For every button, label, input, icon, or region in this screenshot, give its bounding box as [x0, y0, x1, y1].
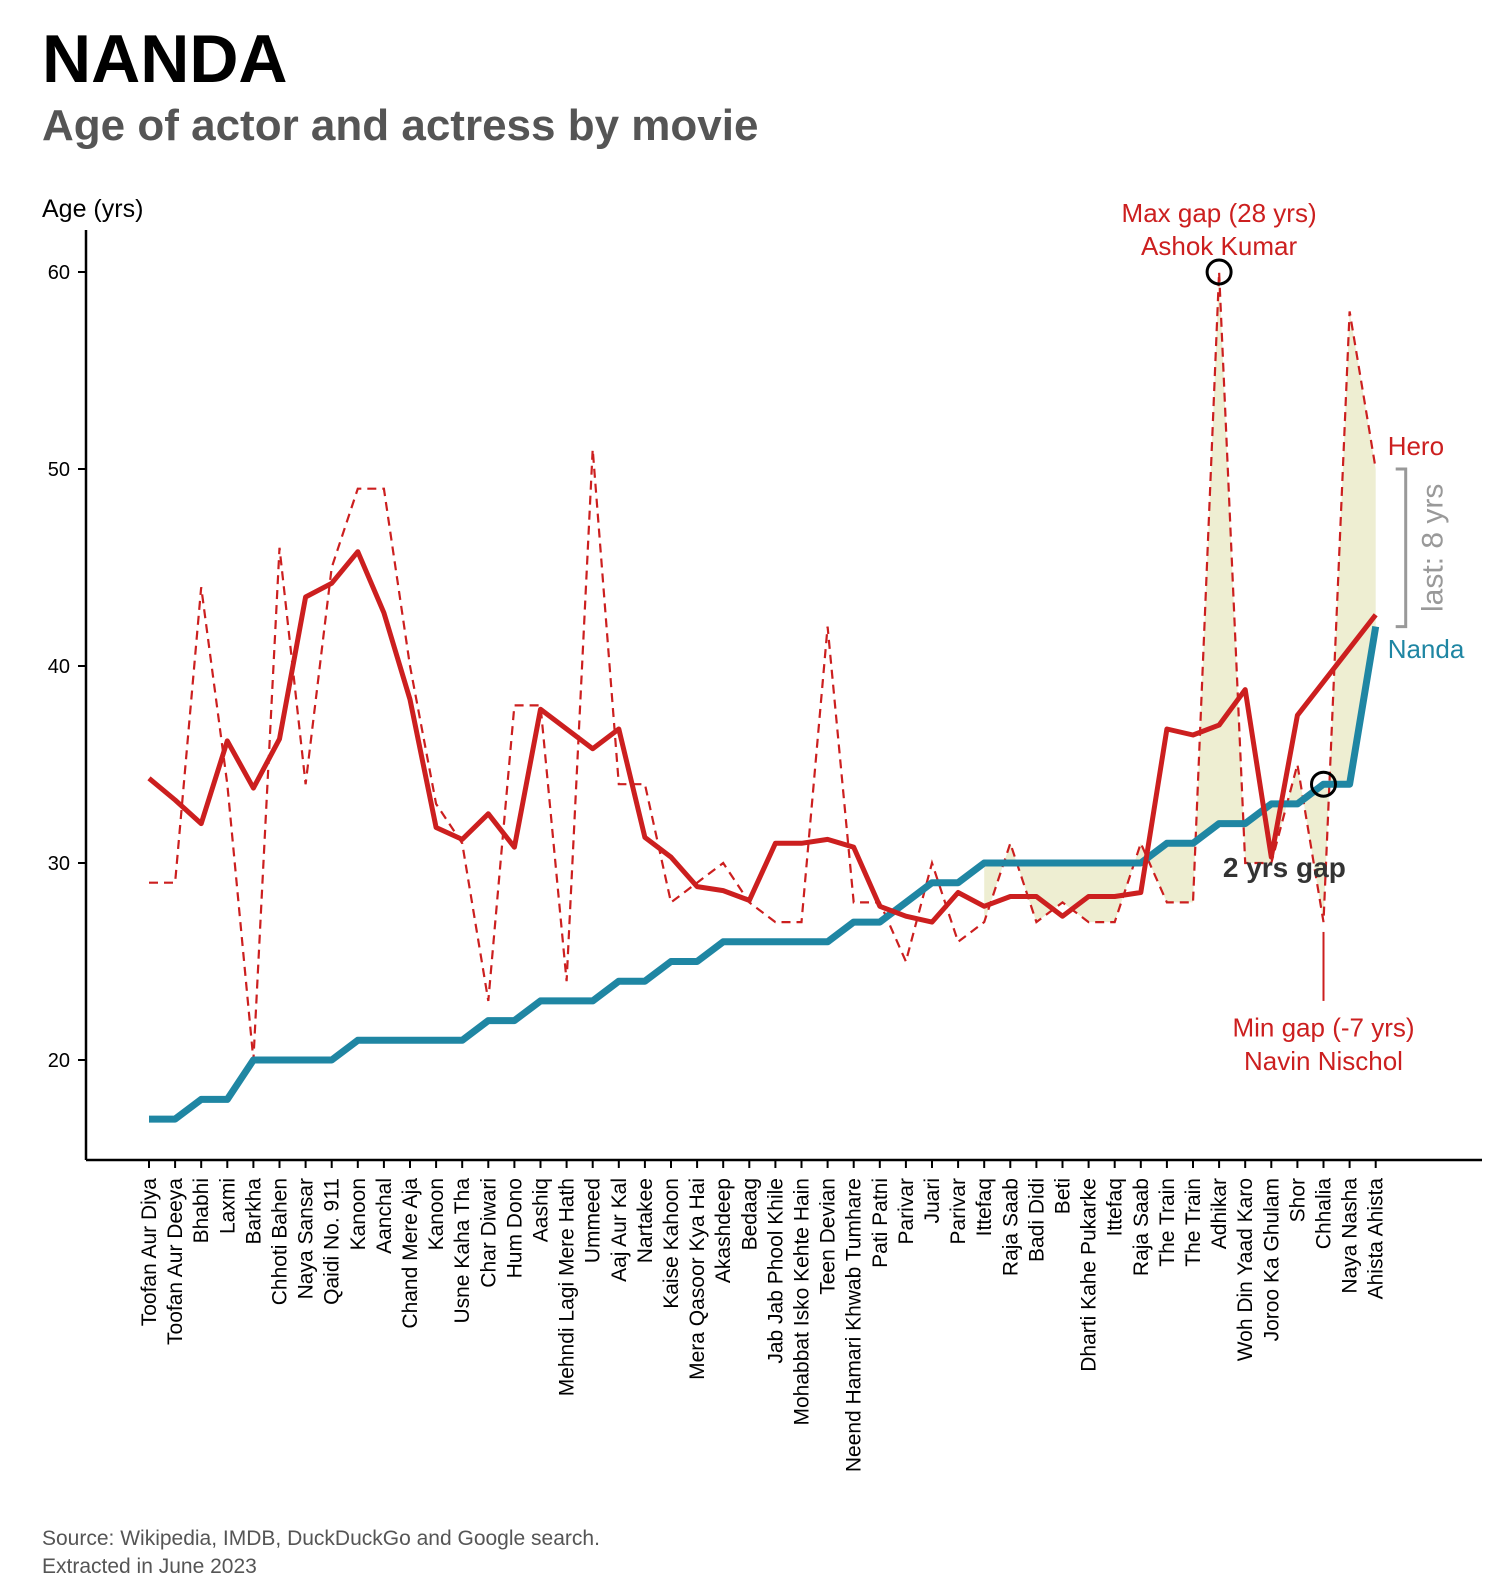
x-tick-label: Joroo Ka Ghulam	[1260, 1178, 1283, 1341]
max-gap-label: Max gap (28 yrs)	[1122, 198, 1317, 228]
x-tick-label: Chhoti Bahen	[269, 1178, 292, 1305]
gap-fill-layer	[984, 272, 1376, 923]
x-tick-label: Chhalia	[1313, 1178, 1336, 1250]
x-tick-label: Barkha	[242, 1178, 265, 1245]
x-tick-label: Shor	[1286, 1178, 1309, 1222]
series-layer	[147, 271, 1380, 1123]
x-tick-label: Raja Saab	[1130, 1178, 1153, 1276]
x-tick-label: Toofan Aur Deeya	[164, 1178, 187, 1345]
y-tick-label: 50	[48, 459, 70, 481]
x-tick-label: Kaise Kahoon	[660, 1178, 683, 1309]
source-note: Source: Wikipedia, IMDB, DuckDuckGo and …	[42, 1525, 600, 1581]
last-gap-label: last: 8 yrs	[1417, 484, 1450, 612]
x-tick-label: Parivar	[895, 1178, 918, 1245]
min-gap-actor: Navin Nischol	[1244, 1046, 1403, 1076]
x-tick-label: Mera Qasoor Kya Hai	[686, 1178, 709, 1380]
x-tick-label: The Train	[1156, 1178, 1179, 1267]
y-tick-label: 20	[48, 1050, 70, 1072]
x-tick-label: Naya Nasha	[1339, 1178, 1362, 1294]
x-tick-label: Mohabbat Isko Kehte Hain	[791, 1178, 814, 1426]
nanda-series-label: Nanda	[1388, 634, 1465, 664]
x-tick-label: Bhabhi	[190, 1178, 213, 1243]
last-gap-bracket	[1395, 467, 1408, 629]
nanda-age-line	[149, 626, 1380, 1123]
x-tick-label: Char Diwari	[477, 1178, 500, 1288]
x-tick-label: Kanoon	[425, 1178, 448, 1250]
x-tick-label: Chand Mere Aja	[399, 1178, 422, 1329]
x-tick-label: Qaidi No. 911	[321, 1178, 344, 1305]
hero-series-label: Hero	[1388, 431, 1444, 461]
x-tick-label: Ittefaq	[1104, 1178, 1127, 1236]
y-tick-label: 40	[48, 656, 70, 678]
x-tick-label: Adhikar	[1208, 1178, 1231, 1249]
chart-title: NANDA	[42, 21, 288, 97]
x-tick-label: Naya Sansar	[295, 1178, 318, 1299]
gap-fill-area	[984, 272, 1376, 923]
x-tick-label: Ummeed	[582, 1178, 605, 1263]
x-tick-label: Woh Din Yaad Karo	[1234, 1178, 1257, 1361]
annotations-layer: Max gap (28 yrs)Ashok Kumar Min gap (-7 y…	[1122, 198, 1465, 1076]
max-gap-actor: Ashok Kumar	[1141, 231, 1297, 261]
min-gap-marker	[1310, 770, 1337, 798]
x-tick-label: Usne Kaha Tha	[451, 1178, 474, 1324]
y-axis-label: Age (yrs)	[42, 195, 143, 223]
x-tick-label: Nartakee	[634, 1178, 657, 1263]
x-tick-label: Beti	[1052, 1178, 1075, 1214]
y-tick-label: 30	[48, 853, 70, 875]
two-yrs-gap-label: 2 yrs gap	[1223, 852, 1346, 883]
x-tick-label: Laxmi	[216, 1178, 239, 1234]
hero-age-dashed-line	[149, 271, 1377, 1061]
x-tick-label: Ahista Ahista	[1365, 1178, 1388, 1300]
source-line-2: Extracted in June 2023	[42, 1555, 257, 1578]
max-gap-marker	[1205, 258, 1233, 286]
x-tick-label: Aanchal	[373, 1178, 396, 1254]
x-tick-label: Raja Saab	[999, 1178, 1022, 1276]
x-tick-label: Teen Devian	[817, 1178, 840, 1295]
x-tick-label: Bedaag	[738, 1178, 761, 1250]
x-tick-label: Juari	[921, 1178, 944, 1224]
x-tick-label: Toofan Aur Diya	[138, 1178, 161, 1327]
x-tick-label: The Train	[1182, 1178, 1205, 1267]
x-tick-label: Hum Dono	[503, 1178, 526, 1278]
x-tick-label: Pati Patni	[869, 1178, 892, 1268]
chart-subtitle: Age of actor and actress by movie	[42, 101, 759, 150]
x-tick-label: Parivar	[947, 1178, 970, 1245]
hero-age-smoothed-line	[147, 549, 1378, 925]
x-tick-label: Badi Didi	[1025, 1178, 1048, 1262]
x-tick-label: Aaj Aur Kal	[608, 1178, 631, 1282]
x-tick-label: Ittefaq	[973, 1178, 996, 1236]
x-tick-label: Dharti Kahe Pukarke	[1078, 1178, 1101, 1372]
y-tick-label: 60	[48, 262, 70, 284]
x-tick-label: Mehndi Lagi Mere Hath	[556, 1178, 579, 1396]
x-tick-label: Aashiq	[530, 1178, 553, 1242]
x-tick-label: Akashdeep	[712, 1178, 735, 1283]
x-tick-label: Kanoon	[347, 1178, 370, 1250]
x-tick-label: Neend Hamari Khwab Tumhare	[843, 1178, 866, 1472]
axes: Age (yrs) 20 30 40 50 60 Toofan Aur Diya Toofa…	[42, 195, 1482, 1472]
source-line-1: Source: Wikipedia, IMDB, DuckDuckGo and …	[42, 1527, 600, 1550]
x-tick-label: Jab Jab Phool Khile	[764, 1178, 787, 1364]
min-gap-label: Min gap (-7 yrs)	[1232, 1012, 1414, 1042]
